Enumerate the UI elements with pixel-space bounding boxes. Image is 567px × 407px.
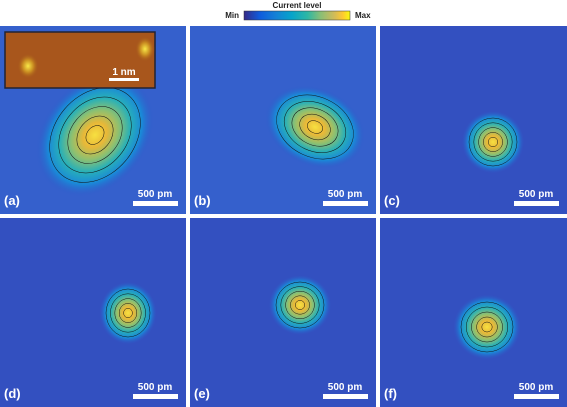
- colorbar-title: Current level: [273, 1, 322, 10]
- molecule-signal: [99, 281, 157, 345]
- panel-label: (d): [4, 386, 21, 401]
- panel-label: (f): [384, 386, 397, 401]
- scale-bar-label: 500 pm: [519, 189, 554, 200]
- contour-line: [307, 120, 323, 134]
- contour-line: [481, 321, 493, 333]
- inset: 1 nm: [4, 31, 156, 89]
- scale-bar-label: 500 pm: [138, 382, 173, 393]
- panel-label: (b): [194, 193, 211, 208]
- panel-image: [0, 218, 186, 407]
- inset-scale-bar: [109, 78, 139, 81]
- contour-line: [468, 117, 518, 167]
- contour-line: [285, 290, 315, 320]
- scale-bar: [133, 201, 178, 206]
- contour-line: [105, 288, 151, 338]
- contour-line: [58, 96, 132, 174]
- panels: (a) 500 pm (b) 500 pm (c) 500 pm (d) 500 pm (e) 5…: [0, 26, 567, 407]
- molecule-signal: [36, 73, 154, 197]
- molecule-signal: [453, 294, 521, 360]
- contour-line: [465, 306, 509, 348]
- contour-line: [114, 298, 142, 328]
- contour-line: [275, 281, 325, 329]
- molecule-signal: [268, 275, 332, 335]
- panel-label: (a): [4, 193, 20, 208]
- contour-line: [290, 295, 310, 315]
- contour-line: [67, 106, 123, 164]
- contour-line: [483, 132, 503, 152]
- contour-line: [460, 301, 514, 353]
- panel-label: (e): [194, 386, 210, 401]
- scale-bar-label: 500 pm: [138, 189, 173, 200]
- colorbar-min: Min: [225, 11, 239, 20]
- contour-line: [85, 125, 105, 145]
- scale-bar: [323, 394, 368, 399]
- contour-line: [487, 136, 499, 148]
- contour-line: [284, 101, 346, 153]
- scale-bar-label: 500 pm: [328, 382, 363, 393]
- contour-line: [476, 316, 498, 338]
- contour-line: [294, 300, 306, 310]
- colorbar-max: Max: [355, 11, 371, 20]
- scale-bar: [514, 394, 559, 399]
- molecule-signal: [265, 85, 365, 169]
- colorbar: [243, 10, 351, 21]
- contour-line: [76, 115, 114, 155]
- contour-line: [110, 293, 146, 333]
- scale-bar: [133, 394, 178, 399]
- contour-line: [276, 94, 354, 160]
- contour-line: [291, 107, 339, 147]
- molecule-signal: [461, 110, 525, 174]
- scale-bar: [514, 201, 559, 206]
- scale-bar-label: 500 pm: [328, 189, 363, 200]
- contour-line: [123, 307, 133, 319]
- contour-line: [118, 303, 138, 323]
- contour-line: [299, 113, 331, 141]
- scale-bar: [323, 201, 368, 206]
- contour-line: [280, 286, 320, 324]
- inset-molecule: [135, 36, 155, 62]
- inset-molecule: [17, 53, 39, 79]
- panel-label: (c): [384, 193, 400, 208]
- contour-line: [473, 122, 513, 162]
- scale-bar-label: 500 pm: [519, 382, 554, 393]
- contour-line: [478, 127, 508, 157]
- contour-line: [471, 311, 503, 343]
- contour-line: [49, 87, 141, 183]
- inset-scale-label: 1 nm: [112, 67, 135, 78]
